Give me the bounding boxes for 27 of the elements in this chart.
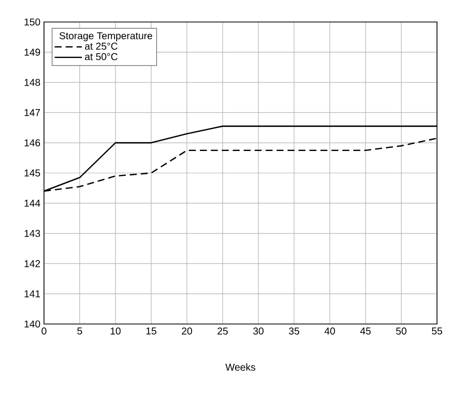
x-tick-label: 35 (288, 328, 300, 335)
x-tick-label: 5 (77, 328, 82, 334)
x-axis-title: Weeks (225, 363, 256, 371)
x-tick-label: 50 (396, 328, 406, 335)
y-tick-label: 145 (24, 170, 40, 176)
y-tick-label: 150 (24, 18, 40, 26)
y-tick-label: 146 (24, 139, 40, 146)
x-tick-label: 30 (253, 328, 264, 335)
x-tick-label: 40 (324, 328, 335, 335)
y-tick-label: 149 (24, 48, 40, 56)
y-tick-label: 147 (24, 109, 40, 116)
x-tick-label: 15 (146, 328, 156, 334)
y-tick-label: 144 (24, 200, 40, 207)
x-tick-label: 25 (218, 328, 228, 335)
x-tick-label: 45 (360, 328, 371, 334)
y-tick-label: 141 (24, 290, 40, 298)
y-tick-label: 143 (24, 230, 40, 237)
x-tick-label: 20 (182, 328, 192, 335)
x-tick-label: 10 (110, 328, 121, 335)
legend-label: at 50°C (84, 53, 118, 60)
y-tick-label: 142 (24, 260, 40, 268)
y-tick-label: 140 (24, 320, 40, 328)
x-tick-label: 0 (42, 328, 46, 335)
x-tick-label: 55 (432, 328, 442, 334)
y-tick-label: 148 (24, 78, 40, 86)
legend-label: at 25°C (84, 42, 118, 50)
legend-title: Storage Temperature (59, 32, 152, 42)
